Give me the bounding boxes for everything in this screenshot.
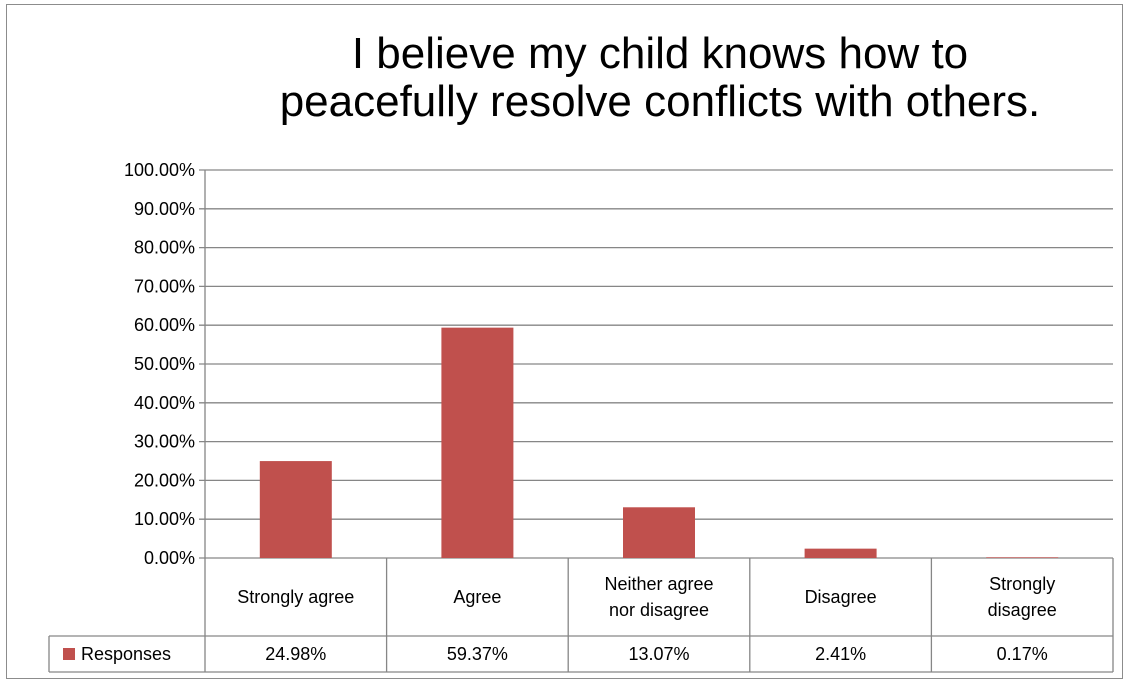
y-tick-label: 60.00% — [134, 315, 195, 335]
y-tick-label: 70.00% — [134, 276, 195, 296]
chart-title-line-1: I believe my child knows how to — [351, 29, 969, 78]
y-tick-label: 100.00% — [124, 160, 195, 180]
chart-title: I believe my child knows how to peaceful… — [210, 30, 1110, 126]
legend-swatch — [63, 648, 75, 660]
data-label: 13.07% — [628, 644, 689, 664]
data-label: 0.17% — [997, 644, 1048, 664]
data-label: 2.41% — [815, 644, 866, 664]
bar — [623, 507, 695, 558]
bar — [804, 548, 877, 558]
y-tick-label: 20.00% — [134, 470, 195, 490]
y-tick-label: 30.00% — [134, 432, 195, 452]
data-label: 24.98% — [265, 644, 326, 664]
x-category-label: nor disagree — [609, 600, 709, 620]
bar — [441, 327, 514, 558]
x-category-label: Strongly agree — [237, 587, 354, 607]
chart-frame — [6, 4, 1123, 679]
x-category-label: disagree — [988, 600, 1057, 620]
x-category-label: Strongly — [989, 574, 1055, 594]
y-tick-label: 40.00% — [134, 393, 195, 413]
y-tick-label: 0.00% — [144, 548, 195, 568]
chart-title-line-2: peacefully resolve conflicts with others… — [279, 77, 1041, 126]
x-category-label: Disagree — [805, 587, 877, 607]
series-name: Responses — [81, 644, 171, 664]
x-category-label: Agree — [453, 587, 501, 607]
x-category-label: Neither agree — [604, 574, 713, 594]
y-tick-label: 50.00% — [134, 354, 195, 374]
bar — [259, 461, 332, 558]
bar — [986, 557, 1059, 558]
y-tick-label: 90.00% — [134, 199, 195, 219]
y-tick-label: 80.00% — [134, 238, 195, 258]
y-tick-label: 10.00% — [134, 509, 195, 529]
data-label: 59.37% — [447, 644, 508, 664]
